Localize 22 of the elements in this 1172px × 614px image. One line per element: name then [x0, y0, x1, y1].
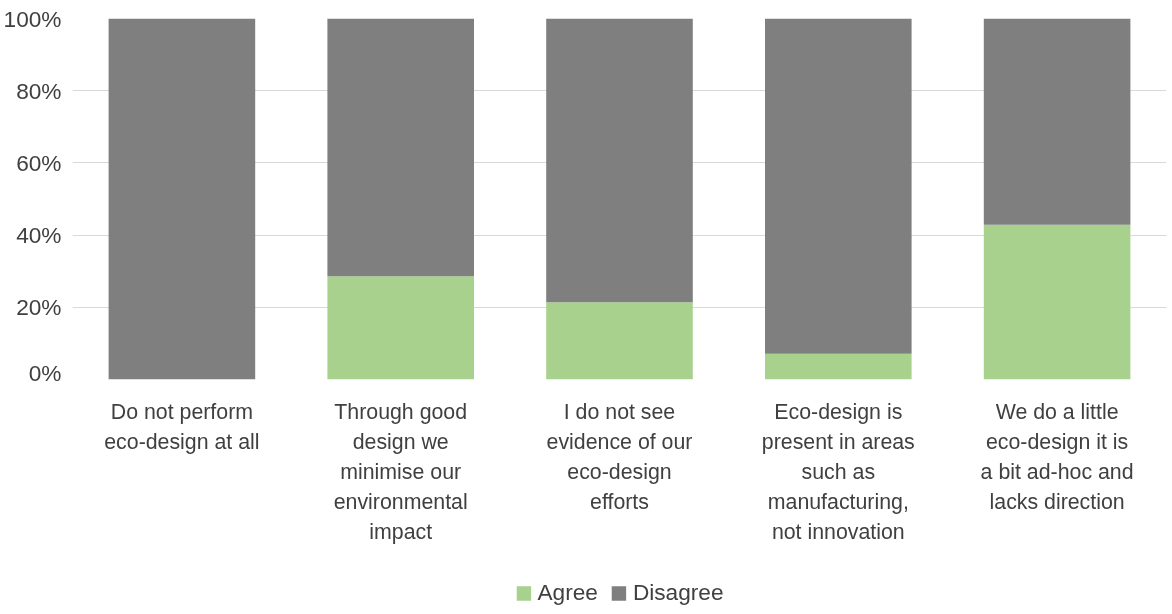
y-tick-label: 40% — [16, 222, 62, 249]
bar — [546, 302, 693, 380]
legend-label: Disagree — [632, 579, 724, 606]
x-tick-label: Through good design we minimise our environmental impact — [333, 399, 468, 544]
x-tick-label: Eco-design is present in areas such as manufacturing, not innovation — [761, 399, 915, 544]
bar — [327, 276, 474, 380]
bar — [765, 353, 912, 380]
y-tick-label: 0% — [28, 359, 62, 386]
y-tick-label: 100% — [3, 5, 62, 32]
bar — [327, 18, 474, 277]
x-tick-label: I do not see evidence of our eco-design efforts — [546, 399, 693, 514]
y-tick-label: 80% — [16, 77, 62, 104]
legend-label: Agree — [537, 579, 598, 606]
x-tick-label: We do a little eco-design it is a bit ad-hoc and lacks direction — [980, 399, 1134, 514]
y-tick-label: 20% — [16, 294, 62, 321]
bar — [983, 224, 1131, 380]
y-tick-label: 60% — [16, 149, 62, 176]
bar — [546, 18, 693, 303]
bar — [983, 18, 1131, 225]
x-tick-label: Do not perform eco-design at all — [104, 399, 260, 454]
bar — [108, 18, 256, 380]
bar — [765, 18, 912, 354]
